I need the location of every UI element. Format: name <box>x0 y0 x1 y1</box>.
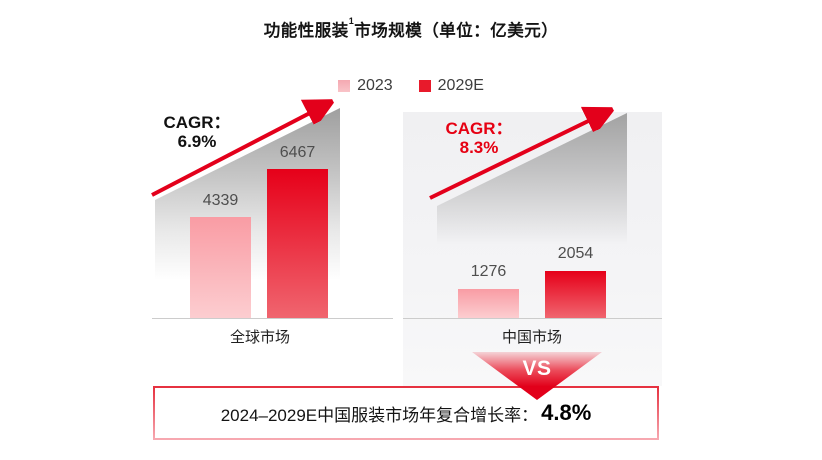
title-text-rest: 市场规模（单位：亿美元） <box>354 22 559 40</box>
china-2029e-value-label: 2054 <box>557 245 594 262</box>
global-2029e-bar <box>267 169 328 318</box>
cagr-summary-banner: 2024–2029E中国服装市场年复合增长率： 4.8% <box>153 386 659 440</box>
china-axis-line <box>403 318 662 319</box>
china-cagr-value: 8.3% <box>459 138 499 157</box>
banner-value: 4.8% <box>541 400 592 425</box>
global-cagr-title: CAGR： <box>163 113 231 132</box>
global-cagr-label: CAGR： 6.9% <box>153 113 241 151</box>
global-market-label: 全球市场 <box>229 329 290 346</box>
china-cagr-label: CAGR： 8.3% <box>435 119 523 157</box>
legend-item-2023: 2023 <box>338 77 393 95</box>
global-axis-line <box>152 318 393 319</box>
legend: 2023 2029E <box>0 77 822 95</box>
legend-item-2029e: 2029E <box>418 77 484 95</box>
banner-text: 2024–2029E中国服装市场年复合增长率： <box>220 405 539 425</box>
china-2023-bar <box>458 289 519 318</box>
title-text: 功能性服装 <box>263 22 349 40</box>
page-title: 功能性服装1市场规模（单位：亿美元） <box>0 16 822 41</box>
vs-label: VS <box>522 357 552 380</box>
china-market-label: 中国市场 <box>501 329 562 346</box>
legend-swatch-2029e-icon <box>418 80 431 92</box>
china-2023-value-label: 1276 <box>470 263 507 280</box>
global-growth-arrow-icon <box>151 90 348 197</box>
legend-swatch-2023-icon <box>338 80 351 92</box>
legend-label-2029e: 2029E <box>437 77 484 94</box>
global-cagr-value: 6.9% <box>177 132 217 151</box>
global-2029e-value-label: 6467 <box>279 144 316 161</box>
china-2029e-bar <box>545 271 606 318</box>
global-2023-value-label: 4339 <box>202 192 239 209</box>
legend-label-2023: 2023 <box>357 77 393 94</box>
china-growth-arrow-icon <box>429 98 628 200</box>
title-footnote-superscript: 1 <box>348 16 355 26</box>
global-2023-bar <box>190 217 251 318</box>
china-cagr-title: CAGR： <box>445 119 513 138</box>
